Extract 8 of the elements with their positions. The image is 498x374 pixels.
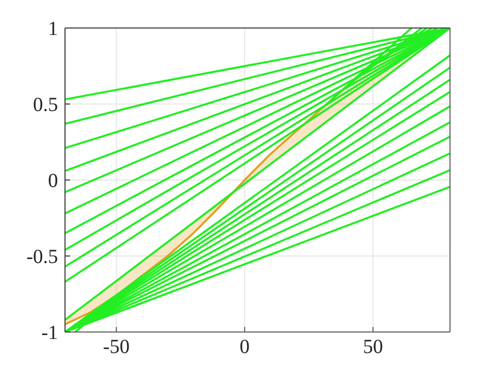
y-tick-label: 0 [48, 170, 58, 192]
y-tick-label: 0.5 [33, 94, 58, 116]
x-tick-label: 50 [363, 336, 383, 358]
y-tick-label: 1 [48, 18, 58, 40]
x-tick-label: -50 [102, 336, 130, 358]
y-tick-label: -0.5 [26, 246, 58, 268]
x-tick-label: 0 [240, 336, 250, 358]
y-tick-label: -1 [41, 322, 58, 344]
